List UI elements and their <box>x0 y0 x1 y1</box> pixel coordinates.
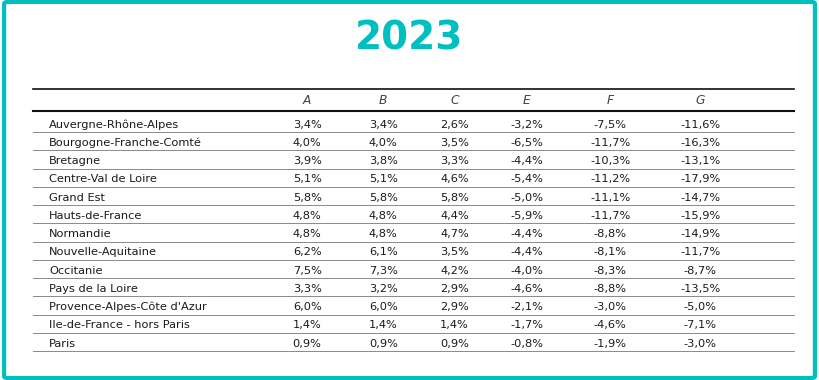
Text: 4,8%: 4,8% <box>292 211 322 221</box>
Text: Provence-Alpes-Côte d'Azur: Provence-Alpes-Côte d'Azur <box>49 302 207 312</box>
Text: -14,7%: -14,7% <box>681 193 720 203</box>
Text: 6,1%: 6,1% <box>369 247 398 257</box>
Text: 3,4%: 3,4% <box>292 120 322 130</box>
Text: 1,4%: 1,4% <box>292 320 322 330</box>
Text: -13,1%: -13,1% <box>680 156 721 166</box>
Text: -10,3%: -10,3% <box>590 156 631 166</box>
Text: 4,7%: 4,7% <box>440 229 469 239</box>
Text: -11,7%: -11,7% <box>680 247 721 257</box>
Text: 7,3%: 7,3% <box>369 266 398 276</box>
Text: 4,8%: 4,8% <box>369 229 398 239</box>
Text: 4,8%: 4,8% <box>292 229 322 239</box>
Text: -11,2%: -11,2% <box>590 174 630 184</box>
Text: 4,2%: 4,2% <box>441 266 468 276</box>
Text: 4,4%: 4,4% <box>441 211 468 221</box>
Text: Paris: Paris <box>49 339 76 348</box>
Text: 6,0%: 6,0% <box>292 302 322 312</box>
Text: -4,6%: -4,6% <box>594 320 627 330</box>
Text: Nouvelle-Aquitaine: Nouvelle-Aquitaine <box>49 247 157 257</box>
Text: 3,4%: 3,4% <box>369 120 398 130</box>
Text: 4,8%: 4,8% <box>369 211 398 221</box>
Text: -3,0%: -3,0% <box>594 302 627 312</box>
Text: -1,9%: -1,9% <box>594 339 627 348</box>
Text: -17,9%: -17,9% <box>680 174 721 184</box>
Text: 7,5%: 7,5% <box>292 266 322 276</box>
Text: Hauts-de-France: Hauts-de-France <box>49 211 143 221</box>
Text: -13,5%: -13,5% <box>680 284 721 294</box>
Text: Bourgogne-Franche-Comté: Bourgogne-Franche-Comté <box>49 138 202 148</box>
Text: -5,0%: -5,0% <box>684 302 717 312</box>
Text: 4,0%: 4,0% <box>292 138 322 148</box>
Text: -5,9%: -5,9% <box>510 211 543 221</box>
Text: -8,1%: -8,1% <box>594 247 627 257</box>
Text: 6,0%: 6,0% <box>369 302 398 312</box>
Text: -3,0%: -3,0% <box>684 339 717 348</box>
Text: -4,4%: -4,4% <box>510 156 543 166</box>
Text: -11,1%: -11,1% <box>590 193 631 203</box>
Text: -5,0%: -5,0% <box>510 193 543 203</box>
Text: -4,4%: -4,4% <box>510 247 543 257</box>
Text: 6,2%: 6,2% <box>293 247 321 257</box>
Text: -8,8%: -8,8% <box>594 229 627 239</box>
Text: 5,8%: 5,8% <box>440 193 469 203</box>
Text: -3,2%: -3,2% <box>510 120 543 130</box>
Text: Grand Est: Grand Est <box>49 193 105 203</box>
Text: -8,8%: -8,8% <box>594 284 627 294</box>
Text: F: F <box>607 94 613 107</box>
Text: -14,9%: -14,9% <box>681 229 720 239</box>
Text: -8,7%: -8,7% <box>684 266 717 276</box>
Text: -16,3%: -16,3% <box>681 138 720 148</box>
Text: 3,3%: 3,3% <box>440 156 469 166</box>
Text: -7,5%: -7,5% <box>594 120 627 130</box>
Text: Occitanie: Occitanie <box>49 266 102 276</box>
Text: G: G <box>695 94 705 107</box>
Text: -4,4%: -4,4% <box>510 229 543 239</box>
Text: Bretagne: Bretagne <box>49 156 102 166</box>
Text: 2023: 2023 <box>355 19 464 57</box>
Text: 3,3%: 3,3% <box>292 284 322 294</box>
Text: -1,7%: -1,7% <box>510 320 543 330</box>
Text: 0,9%: 0,9% <box>292 339 322 348</box>
Text: A: A <box>303 94 311 107</box>
Text: B: B <box>379 94 387 107</box>
Text: -8,3%: -8,3% <box>594 266 627 276</box>
Text: 4,6%: 4,6% <box>441 174 468 184</box>
Text: 3,5%: 3,5% <box>440 138 469 148</box>
Text: -5,4%: -5,4% <box>510 174 543 184</box>
Text: -6,5%: -6,5% <box>510 138 543 148</box>
Text: -11,7%: -11,7% <box>590 138 631 148</box>
Text: -11,7%: -11,7% <box>590 211 631 221</box>
Text: E: E <box>523 94 531 107</box>
Text: Auvergne-Rhône-Alpes: Auvergne-Rhône-Alpes <box>49 119 179 130</box>
Text: 3,9%: 3,9% <box>292 156 322 166</box>
Text: 1,4%: 1,4% <box>440 320 469 330</box>
Text: -11,6%: -11,6% <box>681 120 720 130</box>
Text: 3,2%: 3,2% <box>369 284 398 294</box>
Text: C: C <box>450 94 459 107</box>
Text: 3,8%: 3,8% <box>369 156 398 166</box>
Text: 5,1%: 5,1% <box>369 174 398 184</box>
Text: -15,9%: -15,9% <box>680 211 721 221</box>
Text: -0,8%: -0,8% <box>510 339 543 348</box>
Text: -4,0%: -4,0% <box>510 266 543 276</box>
Text: Pays de la Loire: Pays de la Loire <box>49 284 138 294</box>
Text: Centre-Val de Loire: Centre-Val de Loire <box>49 174 157 184</box>
Text: 1,4%: 1,4% <box>369 320 398 330</box>
Text: 5,1%: 5,1% <box>292 174 322 184</box>
Text: 2,9%: 2,9% <box>440 302 469 312</box>
Text: Ile-de-France - hors Paris: Ile-de-France - hors Paris <box>49 320 190 330</box>
Text: -7,1%: -7,1% <box>684 320 717 330</box>
Text: 4,0%: 4,0% <box>369 138 398 148</box>
Text: 2,9%: 2,9% <box>440 284 469 294</box>
Text: -4,6%: -4,6% <box>510 284 543 294</box>
Text: 5,8%: 5,8% <box>292 193 322 203</box>
Text: 0,9%: 0,9% <box>369 339 398 348</box>
Text: Normandie: Normandie <box>49 229 111 239</box>
Text: 0,9%: 0,9% <box>440 339 469 348</box>
Text: 3,5%: 3,5% <box>440 247 469 257</box>
Text: 2,6%: 2,6% <box>441 120 468 130</box>
Text: -2,1%: -2,1% <box>510 302 543 312</box>
Text: 5,8%: 5,8% <box>369 193 398 203</box>
